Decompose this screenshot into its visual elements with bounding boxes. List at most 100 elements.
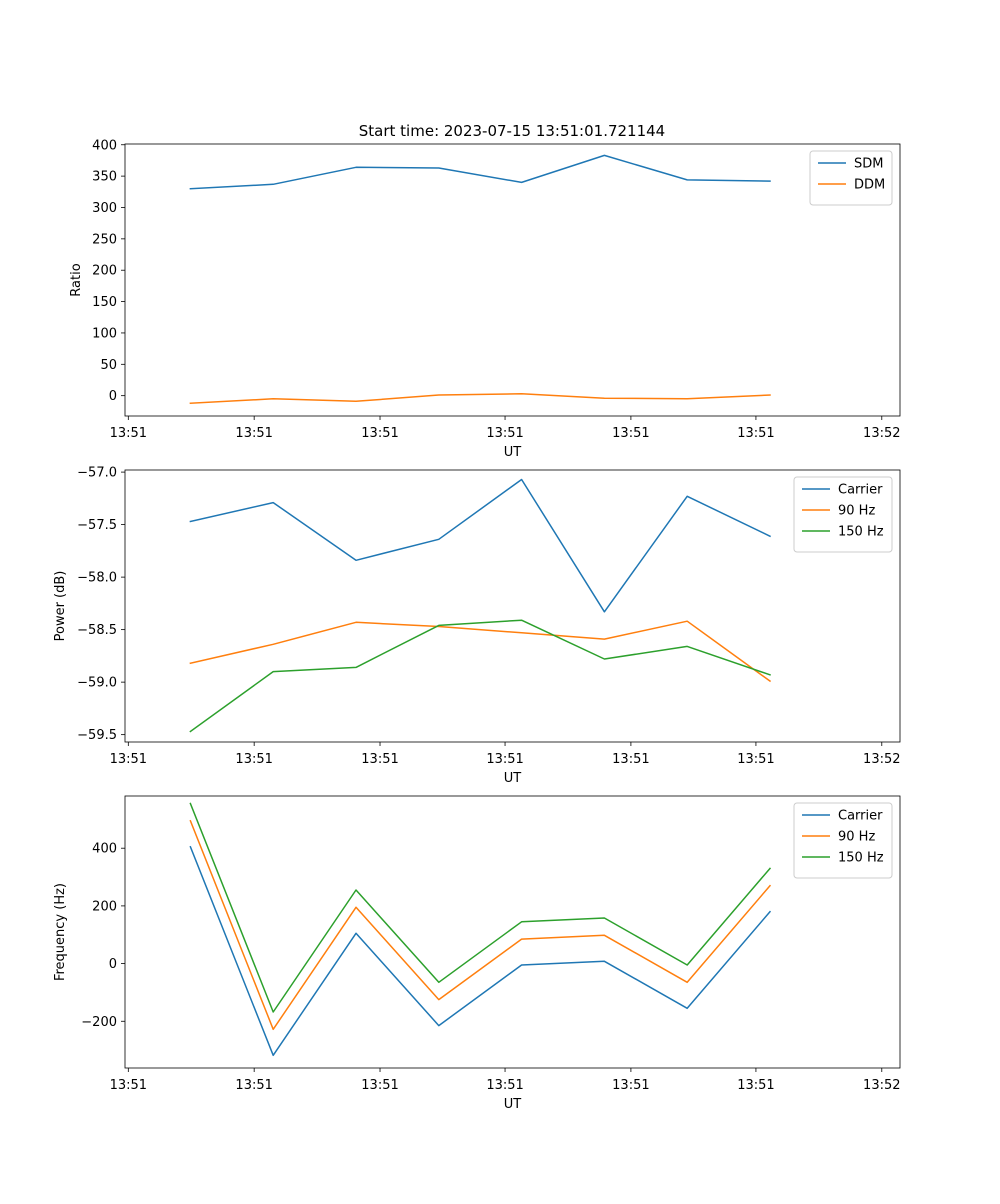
data-point-ratio-1-7 bbox=[768, 393, 772, 397]
x-tick-label-frequency-5: 13:51 bbox=[737, 1078, 774, 1093]
data-point-power-0-7 bbox=[768, 534, 772, 538]
subplot-power: 13:51 13:51 13:51 13:51 13:51 13:51 13:52 −59.5… bbox=[53, 466, 901, 786]
legend-box-frequency bbox=[793, 802, 893, 879]
data-point-ratio-0-7 bbox=[768, 179, 772, 183]
data-point-power-1-7 bbox=[768, 679, 772, 683]
data-point-ratio-0-5 bbox=[602, 153, 606, 157]
data-point-ratio-1-2 bbox=[354, 399, 358, 403]
data-point-frequency-2-2 bbox=[354, 888, 358, 892]
y-tick-label-power-0: −59.5 bbox=[77, 728, 117, 743]
y-tick-label-power-1: −59.0 bbox=[77, 676, 117, 691]
x-tick-label-ratio-0: 13:51 bbox=[110, 426, 147, 441]
series-line-frequency-2 bbox=[189, 802, 772, 1013]
axes-frame-power bbox=[124, 469, 901, 743]
data-point-power-0-4 bbox=[520, 478, 524, 482]
y-tick-label-ratio-6: 300 bbox=[92, 201, 117, 216]
data-point-power-1-1 bbox=[271, 642, 275, 646]
x-axis-label-frequency: UT bbox=[504, 1097, 522, 1112]
data-point-power-2-1 bbox=[271, 670, 275, 674]
legend-label-frequency-1: 90 Hz bbox=[838, 830, 875, 845]
y-tick-label-frequency-1: 0 bbox=[109, 957, 117, 972]
legend-label-power-2: 150 Hz bbox=[838, 525, 884, 540]
data-point-frequency-0-1 bbox=[271, 1053, 275, 1057]
y-axis-label-power: Power (dB) bbox=[53, 571, 68, 642]
data-point-frequency-1-7 bbox=[768, 884, 772, 888]
y-tick-label-ratio-2: 100 bbox=[92, 326, 117, 341]
data-point-frequency-2-6 bbox=[685, 963, 689, 967]
data-point-frequency-0-5 bbox=[602, 959, 606, 963]
data-point-power-2-7 bbox=[768, 673, 772, 677]
y-tick-label-ratio-5: 250 bbox=[92, 232, 117, 247]
data-point-ratio-0-2 bbox=[354, 165, 358, 169]
y-tick-label-ratio-3: 150 bbox=[92, 295, 117, 310]
data-point-frequency-2-4 bbox=[520, 920, 524, 924]
data-point-frequency-1-6 bbox=[685, 980, 689, 984]
data-point-power-2-0 bbox=[188, 730, 192, 734]
x-tick-label-ratio-2: 13:51 bbox=[361, 426, 398, 441]
data-point-power-0-0 bbox=[188, 520, 192, 524]
x-tick-label-frequency-2: 13:51 bbox=[361, 1078, 398, 1093]
data-point-frequency-1-0 bbox=[188, 819, 192, 823]
subplot-ratio: 13:51 13:51 13:51 13:51 13:51 13:51 13:52 0 50 10… bbox=[69, 138, 901, 460]
data-point-ratio-1-4 bbox=[520, 392, 524, 396]
data-point-ratio-1-5 bbox=[602, 396, 606, 400]
y-axis-label-ratio: Ratio bbox=[69, 263, 84, 296]
data-point-ratio-1-0 bbox=[188, 401, 192, 405]
legend-ratio: SDM DDM bbox=[809, 150, 893, 206]
data-point-power-0-1 bbox=[271, 501, 275, 505]
legend-label-frequency-2: 150 Hz bbox=[838, 851, 884, 866]
y-tick-label-frequency-3: 400 bbox=[92, 842, 117, 857]
data-point-frequency-1-3 bbox=[437, 998, 441, 1002]
data-point-frequency-1-2 bbox=[354, 905, 358, 909]
series-line-ratio-1 bbox=[189, 393, 771, 404]
series-line-frequency-0 bbox=[189, 845, 772, 1057]
data-point-power-1-5 bbox=[602, 637, 606, 641]
y-tick-label-power-3: −58.0 bbox=[77, 571, 117, 586]
data-point-frequency-1-5 bbox=[602, 933, 606, 937]
y-tick-label-ratio-4: 200 bbox=[92, 264, 117, 279]
legend-box-ratio bbox=[809, 150, 893, 206]
series-line-ratio-0 bbox=[189, 154, 771, 190]
axes-frame-ratio bbox=[124, 143, 901, 417]
x-tick-label-frequency-6: 13:52 bbox=[863, 1078, 900, 1093]
y-axis-label-frequency: Frequency (Hz) bbox=[53, 883, 68, 981]
chart-title: Start time: 2023-07-15 13:51:01.721144 bbox=[359, 122, 665, 140]
data-point-frequency-0-4 bbox=[520, 963, 524, 967]
y-tick-label-power-4: −57.5 bbox=[77, 518, 117, 533]
data-point-power-2-4 bbox=[520, 618, 524, 622]
subplots: 13:51 13:51 13:51 13:51 13:51 13:51 13:52 0 50 10… bbox=[53, 138, 901, 1112]
data-point-power-2-6 bbox=[685, 644, 689, 648]
data-point-frequency-1-4 bbox=[520, 937, 524, 941]
legend-power: Carrier 90 Hz 150 Hz bbox=[793, 476, 893, 553]
legend-label-ratio-1: DDM bbox=[854, 178, 885, 193]
data-point-frequency-1-1 bbox=[271, 1027, 275, 1031]
x-tick-label-power-4: 13:51 bbox=[612, 752, 649, 767]
x-axis-label-power: UT bbox=[504, 771, 522, 786]
data-point-frequency-0-7 bbox=[768, 910, 772, 914]
y-tick-label-power-2: −58.5 bbox=[77, 623, 117, 638]
data-point-ratio-1-3 bbox=[437, 393, 441, 397]
y-tick-label-ratio-8: 400 bbox=[92, 138, 117, 153]
x-axis-label-ratio: UT bbox=[504, 445, 522, 460]
data-point-frequency-2-1 bbox=[271, 1010, 275, 1014]
data-point-ratio-0-6 bbox=[685, 178, 689, 182]
data-point-ratio-0-1 bbox=[271, 182, 275, 186]
legend-label-power-1: 90 Hz bbox=[838, 504, 875, 519]
data-point-ratio-0-4 bbox=[520, 180, 524, 184]
legend-box-power bbox=[793, 476, 893, 553]
x-tick-label-power-3: 13:51 bbox=[486, 752, 523, 767]
data-point-power-0-5 bbox=[602, 610, 606, 614]
y-tick-label-ratio-7: 350 bbox=[92, 170, 117, 185]
legend-label-frequency-0: Carrier bbox=[838, 809, 883, 824]
data-point-frequency-0-0 bbox=[188, 845, 192, 849]
data-point-ratio-0-0 bbox=[188, 187, 192, 191]
series-line-frequency-1 bbox=[189, 819, 772, 1031]
x-tick-label-power-1: 13:51 bbox=[235, 752, 272, 767]
data-point-frequency-0-3 bbox=[437, 1024, 441, 1028]
series-line-power-1 bbox=[189, 620, 772, 683]
data-point-ratio-1-1 bbox=[271, 397, 275, 401]
x-tick-label-power-6: 13:52 bbox=[863, 752, 900, 767]
x-tick-label-frequency-4: 13:51 bbox=[612, 1078, 649, 1093]
x-tick-label-power-5: 13:51 bbox=[737, 752, 774, 767]
y-tick-label-ratio-1: 50 bbox=[100, 358, 117, 373]
